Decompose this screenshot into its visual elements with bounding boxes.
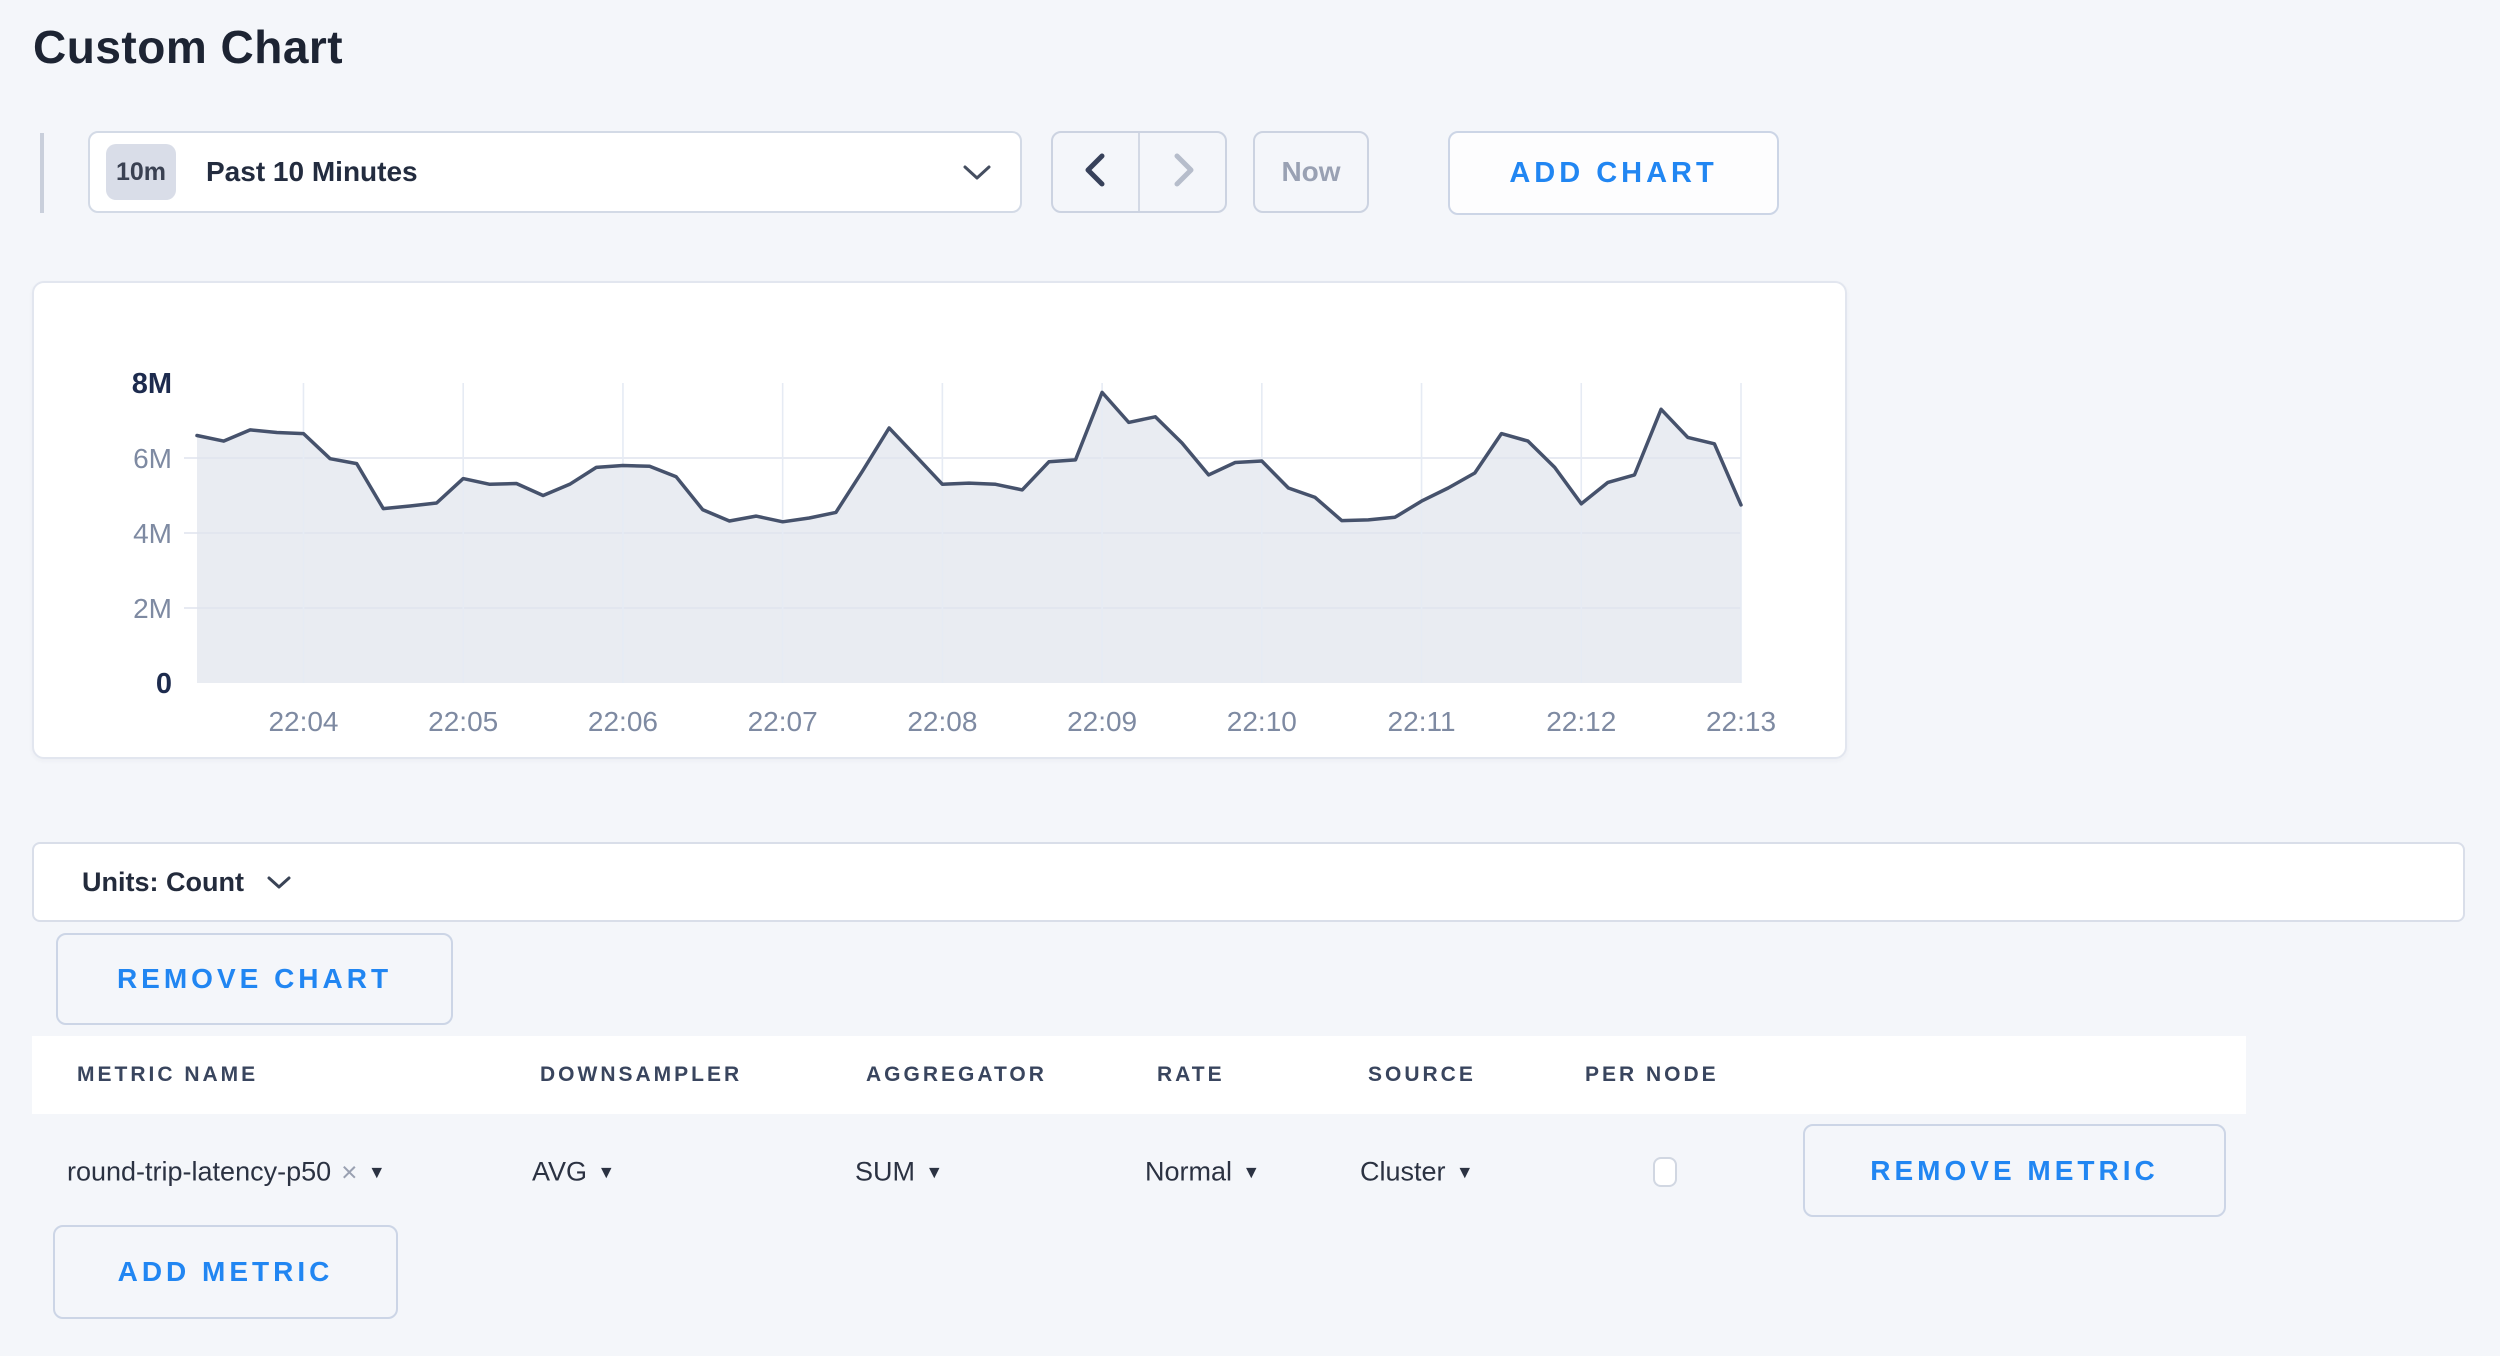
svg-text:6M: 6M [133,443,172,474]
per-node-checkbox[interactable] [1653,1157,1677,1187]
source-select[interactable]: Cluster ▾ [1360,1157,1470,1188]
caret-down-icon: ▾ [929,1160,940,1184]
toolbar-accent-divider [40,133,44,213]
svg-text:22:05: 22:05 [428,706,498,737]
units-label: Units: Count [82,866,244,897]
time-step-button-group [1051,131,1227,213]
svg-text:22:06: 22:06 [588,706,658,737]
remove-chart-button[interactable]: REMOVE CHART [56,933,453,1025]
caret-down-icon: ▾ [601,1160,612,1184]
add-chart-button[interactable]: ADD CHART [1448,131,1779,215]
aggregator-value: SUM [855,1156,915,1187]
custom-chart-svg[interactable]: 22:04 22:05 22:06 22:07 22:08 22:09 22:10 22:11… [34,283,1845,757]
chevron-left-icon [1076,148,1116,197]
rate-select[interactable]: Normal ▾ [1145,1157,1257,1188]
downsampler-value: AVG [532,1156,588,1187]
aggregator-select[interactable]: SUM ▾ [855,1157,940,1188]
caret-down-icon: ▾ [371,1160,383,1184]
custom-chart-card: 22:04 22:05 22:06 22:07 22:08 22:09 22:10 22:11… [32,281,1847,759]
caret-down-icon: ▾ [1246,1160,1257,1184]
svg-text:22:13: 22:13 [1706,706,1776,737]
svg-text:22:09: 22:09 [1067,706,1137,737]
svg-text:22:08: 22:08 [907,706,977,737]
next-time-button[interactable] [1138,133,1225,211]
add-metric-button[interactable]: ADD METRIC [53,1225,398,1319]
svg-text:22:11: 22:11 [1388,706,1456,737]
svg-text:22:07: 22:07 [748,706,818,737]
units-dropdown[interactable]: Units: Count [32,842,2465,922]
svg-text:22:12: 22:12 [1546,706,1616,737]
metric-row: round-trip-latency-p50 × ▾ AVG ▾ SUM ▾ N… [32,1114,2246,1230]
chevron-down-icon [962,163,992,181]
svg-text:4M: 4M [133,518,172,549]
metric-name-value: round-trip-latency-p50 [67,1156,332,1187]
clear-metric-icon[interactable]: × [341,1156,358,1187]
chevron-down-icon [266,874,292,891]
rate-value: Normal [1145,1156,1233,1187]
downsampler-select[interactable]: AVG ▾ [532,1157,612,1188]
svg-text:2M: 2M [133,593,172,624]
page-title: Custom Chart [33,21,344,73]
prev-time-button[interactable] [1053,133,1138,211]
metric-name-select[interactable]: round-trip-latency-p50 × ▾ [67,1157,382,1188]
time-range-label: Past 10 Minutes [206,156,418,187]
column-header-aggregator: AGGREGATOR [866,1063,1047,1086]
column-header-per-node: PER NODE [1585,1063,1719,1086]
time-range-dropdown[interactable]: 10m Past 10 Minutes [88,131,1022,213]
svg-text:22:04: 22:04 [268,706,338,737]
remove-metric-button[interactable]: REMOVE METRIC [1803,1124,2226,1217]
source-value: Cluster [1360,1156,1446,1187]
svg-text:22:10: 22:10 [1227,706,1297,737]
caret-down-icon: ▾ [1459,1160,1471,1184]
column-header-rate: RATE [1157,1063,1225,1086]
metrics-table-header: METRIC NAME DOWNSAMPLER AGGREGATOR RATE … [32,1036,2246,1114]
now-button[interactable]: Now [1253,131,1369,213]
svg-text:0: 0 [156,668,172,700]
chevron-right-icon [1163,148,1203,197]
column-header-metric-name: METRIC NAME [77,1063,259,1086]
svg-text:8M: 8M [132,368,172,400]
column-header-downsampler: DOWNSAMPLER [540,1063,743,1086]
time-range-badge: 10m [106,144,176,200]
column-header-source: SOURCE [1368,1063,1476,1086]
